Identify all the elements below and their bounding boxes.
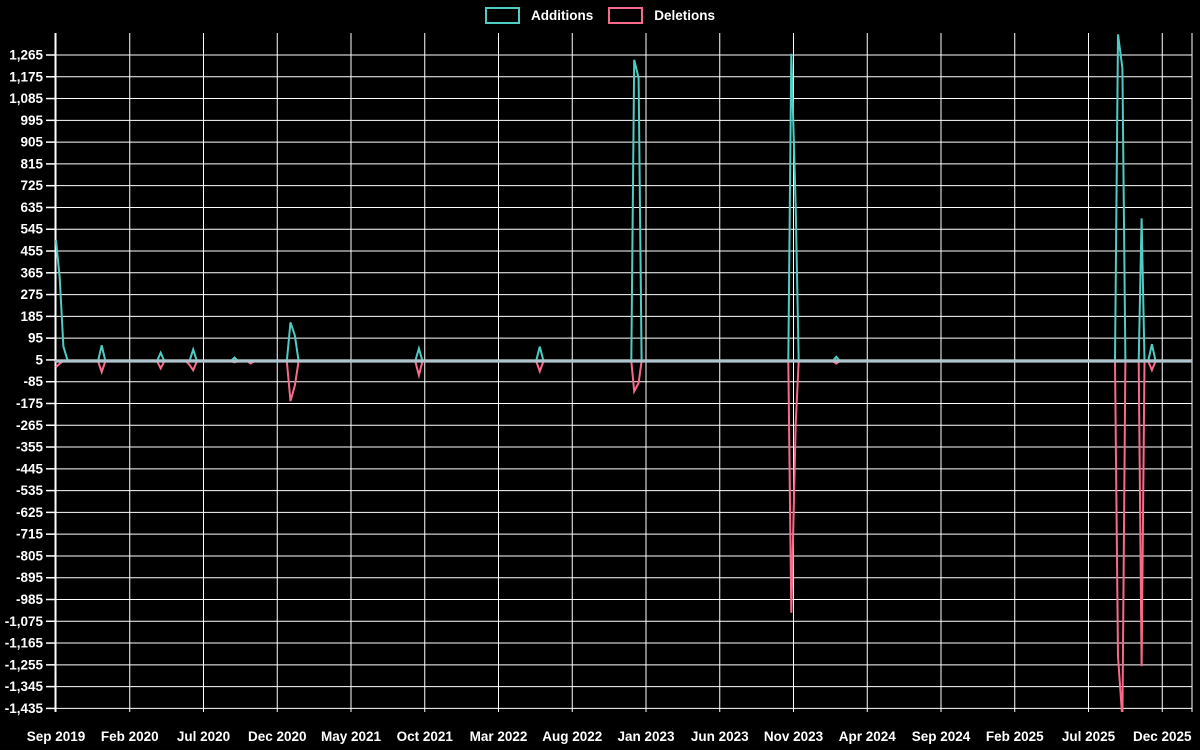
y-axis-tick-label: 995 <box>20 113 43 128</box>
y-axis-tick-label: 1,175 <box>9 69 43 84</box>
y-axis-tick-label: 5 <box>35 352 43 367</box>
y-axis-tick-label: 725 <box>20 178 43 193</box>
x-axis-tick-label: Aug 2022 <box>542 729 602 744</box>
x-axis-tick-label: Dec 2025 <box>1133 729 1192 744</box>
x-axis-tick-label: Jun 2023 <box>691 729 749 744</box>
x-axis-tick-label: Feb 2025 <box>986 729 1044 744</box>
chart-legend: Additions Deletions <box>0 7 1200 24</box>
y-axis-tick-label: 635 <box>20 200 43 215</box>
y-axis-tick-label: 1,265 <box>9 48 43 63</box>
y-axis-tick-label: -445 <box>16 461 44 476</box>
deletions-swatch-icon <box>608 7 644 24</box>
y-axis-tick-label: 815 <box>20 156 43 171</box>
x-axis-tick-label: Feb 2020 <box>101 729 159 744</box>
y-axis-tick-label: -715 <box>16 527 44 542</box>
y-axis-tick-label: -175 <box>16 396 44 411</box>
deletions-series-line <box>55 360 1192 712</box>
x-axis-tick-label: Sep 2024 <box>912 729 971 744</box>
legend-item-deletions[interactable]: Deletions <box>608 7 715 24</box>
y-axis-tick-label: -1,075 <box>5 614 44 629</box>
y-axis-tick-label: -85 <box>23 374 43 389</box>
y-axis-tick-label: -985 <box>16 592 44 607</box>
y-axis-tick-label: 275 <box>20 287 43 302</box>
x-axis-tick-label: Oct 2021 <box>397 729 454 744</box>
y-axis-tick-label: -895 <box>16 570 44 585</box>
y-axis-tick-label: 95 <box>28 331 44 346</box>
x-axis-tick-label: Dec 2020 <box>248 729 307 744</box>
y-axis-tick-label: 545 <box>20 222 43 237</box>
x-axis-tick-label: Sep 2019 <box>27 729 86 744</box>
legend-label-additions: Additions <box>530 7 594 23</box>
x-axis-tick-label: Mar 2022 <box>470 729 528 744</box>
y-axis-tick-label: -1,435 <box>5 701 44 716</box>
x-axis-tick-label: Apr 2024 <box>839 729 897 744</box>
y-axis-tick-label: 185 <box>20 309 43 324</box>
y-axis-tick-label: -1,165 <box>5 636 44 651</box>
y-axis-tick-label: 455 <box>20 244 43 259</box>
additions-series-line <box>55 34 1192 363</box>
y-axis-tick-label: -1,345 <box>5 679 44 694</box>
x-axis-tick-label: Jul 2025 <box>1062 729 1116 744</box>
y-axis-tick-label: -1,255 <box>5 657 44 672</box>
x-axis-tick-label: May 2021 <box>321 729 382 744</box>
y-axis-tick-label: -265 <box>16 418 44 433</box>
x-axis-tick-label: Jan 2023 <box>617 729 675 744</box>
x-axis-tick-label: Jul 2020 <box>177 729 230 744</box>
y-axis-tick-label: -625 <box>16 505 44 520</box>
y-axis-tick-label: -355 <box>16 440 44 455</box>
y-axis-tick-label: 1,085 <box>9 91 43 106</box>
y-axis-tick-label: 365 <box>20 265 43 280</box>
legend-label-deletions: Deletions <box>654 7 715 23</box>
x-axis-tick-label: Nov 2023 <box>764 729 824 744</box>
y-axis-tick-label: -805 <box>16 548 44 563</box>
y-axis-tick-label: 905 <box>20 135 43 150</box>
additions-swatch-icon <box>484 7 520 24</box>
y-axis-tick-label: -535 <box>16 483 44 498</box>
legend-item-additions[interactable]: Additions <box>484 7 594 24</box>
